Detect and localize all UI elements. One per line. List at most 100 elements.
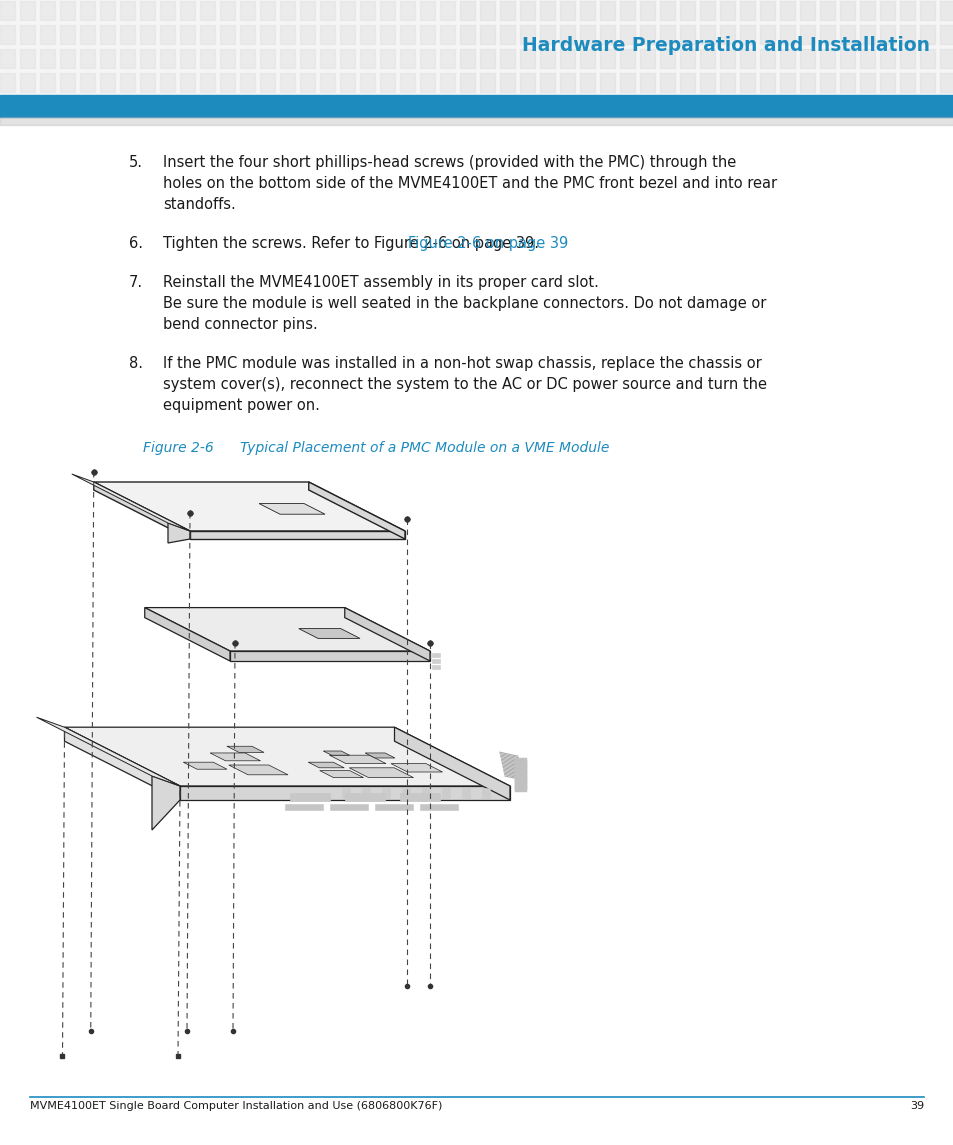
Polygon shape bbox=[190, 531, 405, 539]
Bar bbox=[499, 1, 515, 19]
Bar bbox=[479, 25, 495, 44]
Text: holes on the bottom side of the MVME4100ET and the PMC front bezel and into rear: holes on the bottom side of the MVME4100… bbox=[163, 176, 777, 191]
Bar bbox=[800, 1, 814, 19]
Bar bbox=[519, 25, 535, 44]
Text: 39: 39 bbox=[909, 1101, 923, 1111]
Bar bbox=[515, 782, 526, 785]
Polygon shape bbox=[93, 482, 405, 531]
Bar bbox=[599, 73, 615, 92]
Bar bbox=[0, 117, 953, 125]
Bar bbox=[479, 73, 495, 92]
Bar bbox=[339, 49, 355, 68]
Bar bbox=[499, 49, 515, 68]
Bar bbox=[515, 761, 526, 764]
Bar bbox=[439, 1, 455, 19]
Bar bbox=[800, 25, 814, 44]
Bar bbox=[515, 767, 526, 771]
Text: Be sure the module is well seated in the backplane connectors. Do not damage or: Be sure the module is well seated in the… bbox=[163, 297, 765, 311]
Bar bbox=[419, 804, 457, 810]
Bar bbox=[461, 788, 470, 798]
Polygon shape bbox=[329, 756, 386, 764]
Bar bbox=[659, 73, 675, 92]
Bar bbox=[459, 25, 475, 44]
Bar bbox=[379, 25, 395, 44]
Bar bbox=[720, 1, 734, 19]
Bar bbox=[740, 49, 754, 68]
Bar bbox=[679, 25, 695, 44]
Bar bbox=[499, 25, 515, 44]
Bar bbox=[539, 49, 555, 68]
Bar bbox=[515, 781, 526, 784]
Bar bbox=[361, 788, 370, 798]
Bar bbox=[419, 25, 435, 44]
Bar bbox=[439, 49, 455, 68]
Polygon shape bbox=[210, 753, 260, 760]
Bar bbox=[341, 788, 350, 798]
Bar bbox=[939, 1, 953, 19]
Bar bbox=[515, 787, 526, 789]
Text: bend connector pins.: bend connector pins. bbox=[163, 317, 317, 332]
Bar bbox=[290, 793, 330, 801]
Bar bbox=[740, 25, 754, 44]
Polygon shape bbox=[391, 764, 442, 772]
Bar bbox=[559, 25, 575, 44]
Bar bbox=[539, 25, 555, 44]
Bar bbox=[559, 49, 575, 68]
Polygon shape bbox=[36, 717, 180, 785]
Bar bbox=[80, 49, 95, 68]
Bar bbox=[515, 788, 526, 790]
Bar bbox=[220, 49, 234, 68]
Bar bbox=[120, 49, 135, 68]
Bar bbox=[515, 765, 526, 768]
Bar bbox=[519, 1, 535, 19]
Bar bbox=[40, 73, 55, 92]
Bar bbox=[639, 25, 655, 44]
Bar bbox=[140, 1, 154, 19]
Bar bbox=[399, 1, 415, 19]
Bar bbox=[100, 25, 115, 44]
Bar bbox=[919, 49, 934, 68]
Bar bbox=[339, 25, 355, 44]
Bar bbox=[60, 73, 75, 92]
Bar bbox=[539, 73, 555, 92]
Bar bbox=[399, 73, 415, 92]
Bar bbox=[220, 25, 234, 44]
Text: Reinstall the MVME4100ET assembly in its proper card slot.: Reinstall the MVME4100ET assembly in its… bbox=[163, 275, 598, 290]
Bar bbox=[100, 1, 115, 19]
Text: Figure 2-6      Typical Placement of a PMC Module on a VME Module: Figure 2-6 Typical Placement of a PMC Mo… bbox=[143, 441, 609, 455]
Bar bbox=[441, 788, 450, 798]
Bar bbox=[240, 49, 254, 68]
Bar bbox=[515, 777, 526, 781]
Bar bbox=[80, 25, 95, 44]
Bar bbox=[481, 788, 490, 798]
Bar bbox=[40, 49, 55, 68]
Bar bbox=[859, 25, 874, 44]
Bar bbox=[180, 25, 194, 44]
Bar bbox=[299, 73, 314, 92]
Bar bbox=[679, 1, 695, 19]
Bar bbox=[299, 49, 314, 68]
Bar bbox=[515, 774, 526, 776]
Bar bbox=[359, 1, 375, 19]
Bar bbox=[260, 49, 274, 68]
Bar bbox=[180, 73, 194, 92]
Bar bbox=[432, 653, 439, 657]
Polygon shape bbox=[93, 482, 190, 539]
Bar bbox=[345, 793, 385, 801]
Bar bbox=[80, 1, 95, 19]
Polygon shape bbox=[71, 474, 190, 531]
Polygon shape bbox=[65, 727, 510, 785]
Bar bbox=[515, 769, 526, 773]
Bar bbox=[515, 760, 526, 763]
Bar bbox=[919, 1, 934, 19]
Bar bbox=[200, 1, 214, 19]
Bar bbox=[515, 771, 526, 774]
Bar bbox=[939, 49, 953, 68]
Bar bbox=[840, 73, 854, 92]
Bar bbox=[160, 73, 174, 92]
Bar bbox=[859, 1, 874, 19]
Bar bbox=[579, 73, 595, 92]
Bar bbox=[515, 780, 526, 783]
Bar bbox=[760, 49, 774, 68]
Bar bbox=[559, 1, 575, 19]
